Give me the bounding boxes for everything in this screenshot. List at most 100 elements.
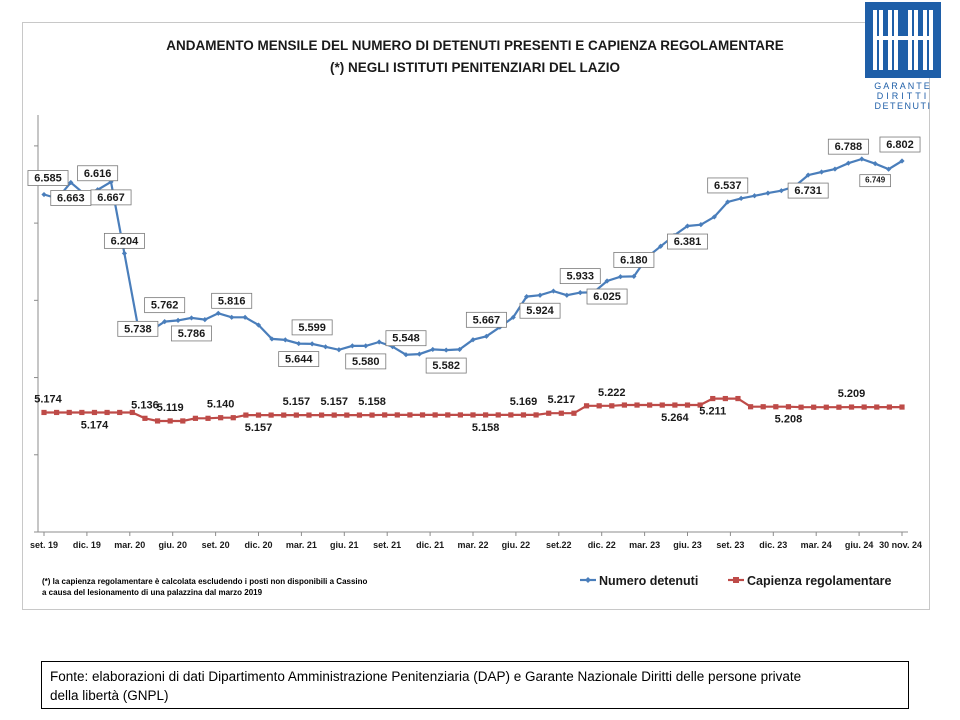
- data-label: 6.180: [620, 254, 648, 266]
- data-point: [229, 314, 235, 320]
- x-tick-label: set. 23: [716, 540, 744, 550]
- data-label: 5.644: [285, 354, 313, 366]
- footnote-line2: a causa del lesionamento di una palazzin…: [42, 588, 263, 597]
- data-label: 5.157: [320, 396, 348, 408]
- data-point: [470, 337, 476, 343]
- data-point: [872, 161, 878, 167]
- data-point: [571, 410, 577, 416]
- x-tick-label: mar. 23: [629, 540, 660, 550]
- data-point: [430, 346, 436, 353]
- data-label-box: [667, 233, 708, 250]
- data-label: 5.933: [566, 271, 594, 283]
- data-point: [823, 404, 829, 410]
- data-point: [874, 404, 880, 410]
- garante-logo: GARANTE DIRITTI DETENUTI: [862, 2, 944, 111]
- data-point: [293, 412, 299, 418]
- data-label: 6.616: [84, 168, 112, 180]
- data-point: [524, 294, 530, 300]
- data-label-box: [103, 232, 145, 249]
- x-tick-label: mar. 24: [801, 540, 832, 550]
- data-label-box: [385, 330, 427, 347]
- data-point: [520, 412, 527, 418]
- data-point: [836, 404, 842, 410]
- legend-label-0: Numero detenuti: [599, 574, 698, 588]
- data-label: 5.786: [178, 328, 206, 340]
- line-chart: ANDAMENTO MENSILE DEL NUMERO DI DETENUTI…: [27, 38, 922, 588]
- data-point: [747, 404, 754, 410]
- data-point: [583, 403, 590, 409]
- data-label: 5.667: [473, 314, 501, 326]
- data-point: [269, 336, 275, 342]
- data-point: [778, 188, 784, 194]
- data-point: [773, 404, 779, 410]
- data-point: [202, 317, 208, 323]
- data-label: 6.731: [794, 185, 822, 197]
- data-point: [845, 160, 851, 166]
- data-point: [142, 415, 148, 421]
- legend: Numero detenuti Capienza regolamentare: [580, 574, 892, 588]
- data-point: [91, 409, 98, 416]
- data-label-box: [559, 268, 601, 285]
- x-tick-label: set. 20: [202, 540, 230, 550]
- data-point: [483, 412, 489, 418]
- data-label: 5.580: [352, 356, 380, 368]
- data-point: [154, 418, 161, 424]
- data-point: [711, 214, 717, 220]
- data-point: [445, 412, 451, 418]
- data-point: [306, 412, 312, 418]
- data-label-box: [879, 136, 921, 153]
- data-label: 5.548: [392, 333, 420, 345]
- data-label: 5.157: [283, 396, 311, 408]
- data-label: 5.158: [472, 422, 500, 434]
- data-label: 6.663: [57, 192, 85, 204]
- x-tick-label: giu. 22: [502, 540, 531, 550]
- data-point: [811, 404, 817, 410]
- data-point: [751, 193, 758, 199]
- data-label: 5.157: [245, 422, 273, 434]
- data-point: [167, 418, 173, 424]
- data-label: 5.136: [131, 399, 159, 411]
- series-layer: [41, 156, 905, 424]
- data-point: [710, 395, 716, 402]
- data-point: [899, 404, 905, 410]
- data-label-box: [613, 251, 655, 268]
- data-label: 5.208: [775, 414, 803, 426]
- data-point: [242, 314, 248, 320]
- svg-text:GARANTE: GARANTE: [874, 81, 932, 91]
- data-label-box: [27, 170, 69, 186]
- data-label: 5.140: [207, 399, 235, 411]
- data-point: [596, 403, 602, 409]
- data-point: [550, 288, 557, 294]
- data-label-box: [144, 297, 186, 314]
- data-point: [886, 404, 892, 410]
- data-label: 5.762: [151, 300, 179, 312]
- data-point: [722, 395, 728, 402]
- data-label: 6.788: [835, 141, 863, 153]
- data-point: [798, 404, 804, 410]
- data-label: 5.264: [661, 412, 689, 424]
- data-label: 5.582: [432, 360, 460, 372]
- data-point: [861, 404, 867, 410]
- data-point: [349, 343, 355, 349]
- data-point: [336, 347, 342, 353]
- data-label: 6.025: [593, 291, 621, 303]
- svg-text:DETENUTI: DETENUTI: [875, 101, 932, 110]
- data-label: 6.537: [714, 180, 742, 192]
- x-tick-label: giu. 21: [330, 540, 359, 550]
- x-tick-label: set. 21: [373, 540, 401, 550]
- data-label-box: [465, 311, 507, 328]
- x-tick-label: 30 nov. 24: [879, 540, 922, 550]
- data-point: [558, 410, 564, 416]
- x-tick-label: dic. 21: [416, 540, 444, 550]
- x-tick-label: mar. 20: [114, 540, 145, 550]
- data-point: [621, 402, 628, 408]
- data-point: [546, 410, 552, 416]
- data-point: [66, 409, 72, 416]
- data-label-box: [586, 288, 628, 305]
- data-point: [318, 412, 325, 418]
- data-label: 5.209: [838, 388, 866, 400]
- data-label-box: [278, 351, 320, 367]
- x-tick-label: giu. 20: [158, 540, 187, 550]
- data-point: [456, 346, 463, 353]
- data-label: 5.158: [358, 396, 386, 408]
